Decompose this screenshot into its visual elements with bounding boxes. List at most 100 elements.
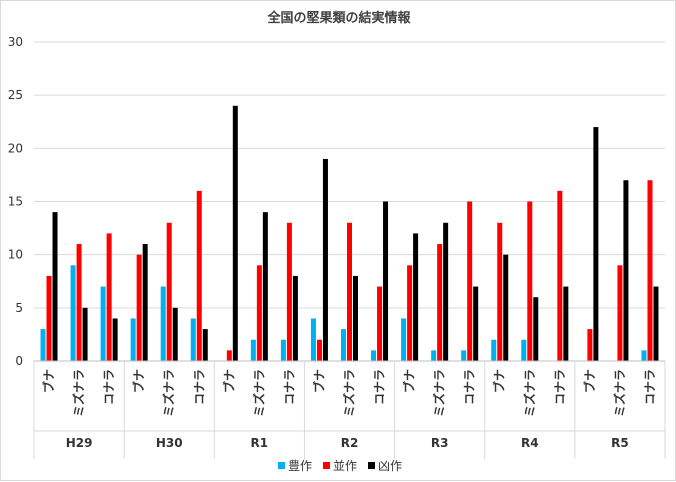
bar xyxy=(166,222,172,361)
bar xyxy=(82,307,88,361)
bar xyxy=(341,329,346,361)
bar xyxy=(232,105,238,361)
legend-label: 並作 xyxy=(333,459,357,473)
bar xyxy=(557,190,563,361)
bar xyxy=(250,339,256,361)
bar xyxy=(437,244,443,361)
bar xyxy=(431,350,437,361)
category-label: ブナ xyxy=(41,369,56,393)
bar xyxy=(473,286,479,361)
legend-swatch xyxy=(278,462,285,469)
y-tick-label: 5 xyxy=(15,301,23,315)
y-tick-label: 30 xyxy=(8,35,23,49)
category-label: コナラ xyxy=(553,369,567,405)
bar xyxy=(527,201,533,361)
bar xyxy=(70,265,76,361)
category-label: ミズナラ xyxy=(432,369,447,417)
bar xyxy=(142,244,148,361)
bar xyxy=(100,286,106,361)
bar xyxy=(196,190,202,361)
category-label: ミズナラ xyxy=(161,369,176,417)
category-label: ミズナラ xyxy=(612,369,627,417)
bar xyxy=(106,233,112,361)
bar xyxy=(383,201,389,361)
legend-swatch xyxy=(368,462,375,469)
group-label: R1 xyxy=(251,436,269,450)
bar xyxy=(280,339,286,361)
category-label: コナラ xyxy=(192,369,206,405)
bar xyxy=(641,350,647,361)
category-label: ブナ xyxy=(582,369,597,393)
bar xyxy=(461,350,467,361)
bar xyxy=(467,201,473,361)
group-label: R4 xyxy=(521,436,539,450)
legend-swatch xyxy=(323,462,330,469)
category-label: ミズナラ xyxy=(522,369,537,417)
bar xyxy=(256,265,262,361)
bar xyxy=(413,233,419,361)
y-tick-label: 10 xyxy=(8,248,23,262)
bar xyxy=(407,265,413,361)
bar xyxy=(40,329,46,361)
category-label: ブナ xyxy=(311,369,326,393)
bar xyxy=(491,339,497,361)
category-label: コナラ xyxy=(643,369,657,405)
category-label: ブナ xyxy=(402,369,417,393)
bar xyxy=(136,254,142,361)
bar xyxy=(112,318,118,361)
category-label: コナラ xyxy=(282,369,296,405)
category-label: ミズナラ xyxy=(251,369,266,417)
category-label: コナラ xyxy=(463,369,477,405)
bar xyxy=(190,318,196,361)
bar xyxy=(587,329,593,361)
group-label: R2 xyxy=(341,436,359,450)
y-tick-label: 0 xyxy=(15,354,23,368)
bar xyxy=(172,307,178,361)
category-label: コナラ xyxy=(373,369,387,405)
bar xyxy=(377,286,383,361)
category-label: コナラ xyxy=(102,369,116,405)
y-tick-label: 20 xyxy=(8,141,23,155)
bar xyxy=(623,180,629,361)
legend-label: 凶作 xyxy=(378,459,402,473)
group-label: H29 xyxy=(66,436,93,450)
bar xyxy=(322,158,328,361)
bar xyxy=(76,244,82,361)
bar xyxy=(503,254,509,361)
category-label: ミズナラ xyxy=(71,369,86,417)
bar xyxy=(46,275,52,361)
bar xyxy=(316,339,322,361)
bar xyxy=(653,286,659,361)
chart-title: 全国の堅果類の結実情報 xyxy=(266,10,411,26)
bar xyxy=(262,212,268,361)
bar xyxy=(347,222,352,361)
bar xyxy=(160,286,166,361)
bar xyxy=(202,329,208,361)
category-label: ブナ xyxy=(221,369,236,393)
bar xyxy=(401,318,407,361)
bar xyxy=(521,339,527,361)
bar xyxy=(497,222,503,361)
category-label: ブナ xyxy=(131,369,146,393)
bar xyxy=(647,180,653,361)
bar xyxy=(292,275,298,361)
legend-label: 豊作 xyxy=(288,459,312,473)
bar xyxy=(563,286,569,361)
group-label: R3 xyxy=(431,436,449,450)
bar xyxy=(593,127,599,361)
bar xyxy=(443,222,449,361)
bar xyxy=(310,318,316,361)
bar xyxy=(52,212,58,361)
bar xyxy=(130,318,136,361)
bar xyxy=(353,275,358,361)
bar xyxy=(533,297,539,361)
group-label: H30 xyxy=(156,436,183,450)
category-label: ミズナラ xyxy=(342,369,357,417)
bar xyxy=(226,350,232,361)
bar xyxy=(617,265,623,361)
y-tick-label: 25 xyxy=(8,88,23,102)
category-label: ブナ xyxy=(492,369,507,393)
bar xyxy=(286,222,292,361)
